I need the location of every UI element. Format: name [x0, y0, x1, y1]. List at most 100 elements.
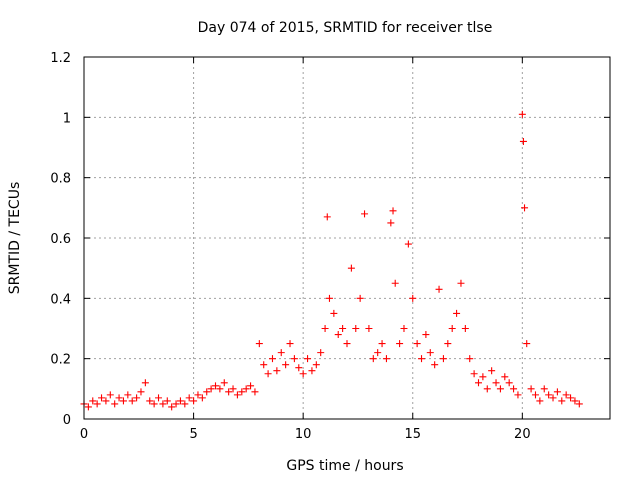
data-point — [321, 325, 329, 332]
data-point — [124, 391, 132, 399]
data-point — [128, 397, 136, 405]
data-point — [466, 355, 474, 363]
data-point — [323, 213, 331, 221]
axis-ticks — [83, 56, 610, 420]
data-point — [519, 137, 527, 145]
data-point — [176, 397, 184, 405]
data-point — [220, 379, 228, 387]
data-point — [571, 397, 579, 405]
data-point — [488, 367, 496, 375]
data-point — [514, 391, 522, 399]
data-point — [549, 394, 557, 402]
data-point — [422, 331, 430, 339]
data-point — [229, 385, 237, 393]
data-point — [181, 400, 189, 408]
data-point — [553, 388, 561, 396]
x-tick-labels: 0 5 10 15 20 — [80, 427, 531, 442]
data-point — [435, 285, 443, 293]
data-point — [361, 210, 369, 218]
data-marks — [80, 110, 583, 411]
data-point — [531, 391, 539, 399]
data-point — [89, 397, 97, 405]
x-tick-label: 0 — [80, 427, 88, 442]
data-point — [396, 340, 404, 348]
data-point — [540, 385, 548, 393]
y-tick-label: 1 — [63, 111, 71, 126]
data-point — [286, 340, 294, 348]
data-point — [325, 294, 333, 302]
y-tick-label: 1.2 — [50, 51, 71, 66]
data-point — [505, 379, 513, 387]
data-point — [119, 397, 127, 405]
data-point — [159, 400, 167, 408]
data-point — [247, 382, 255, 390]
data-point — [225, 388, 233, 396]
x-tick-label: 15 — [404, 427, 421, 442]
data-point — [238, 388, 246, 396]
data-point — [391, 279, 399, 287]
data-point — [268, 355, 276, 363]
data-point — [387, 219, 395, 227]
data-point — [374, 349, 382, 357]
data-point — [457, 279, 465, 287]
data-point — [150, 400, 158, 408]
data-point — [400, 325, 408, 332]
grid-lines — [84, 57, 610, 419]
data-point — [444, 340, 452, 348]
data-point — [475, 379, 482, 387]
data-point — [216, 385, 224, 393]
data-point — [155, 394, 163, 402]
data-point — [198, 394, 206, 402]
data-point — [290, 355, 298, 363]
data-point — [369, 355, 377, 363]
data-point — [260, 361, 268, 369]
data-point — [233, 391, 241, 399]
data-point — [536, 397, 544, 405]
data-point — [382, 355, 390, 363]
data-point — [492, 379, 500, 387]
data-point — [343, 340, 351, 348]
data-point — [84, 403, 92, 411]
data-point — [418, 355, 426, 363]
data-point — [439, 355, 447, 363]
data-point — [312, 361, 320, 369]
data-point — [378, 340, 386, 348]
data-point — [521, 204, 529, 212]
data-point — [194, 391, 202, 399]
data-point — [365, 325, 373, 332]
data-point — [356, 294, 364, 302]
data-point — [575, 400, 583, 408]
y-tick-label: 0.8 — [50, 172, 71, 187]
data-point — [98, 394, 106, 402]
data-point — [295, 364, 303, 372]
data-point — [545, 391, 553, 399]
data-point — [562, 391, 570, 399]
data-point — [304, 355, 312, 363]
y-axis-label: SRMTID / TECUs — [7, 182, 23, 295]
y-tick-labels: 0 0.2 0.4 0.6 0.8 1 1.2 — [50, 51, 71, 428]
data-point — [510, 385, 518, 393]
data-point — [106, 391, 114, 399]
data-point — [470, 370, 478, 378]
data-point — [115, 394, 123, 402]
data-point — [347, 264, 355, 272]
data-point — [146, 397, 154, 405]
chart-title: Day 074 of 2015, SRMTID for receiver tls… — [198, 20, 493, 36]
data-point — [558, 397, 566, 405]
data-point — [185, 394, 193, 402]
data-point — [172, 400, 180, 408]
data-point — [461, 325, 469, 332]
data-point — [299, 370, 307, 378]
data-point — [334, 331, 342, 339]
data-point — [483, 385, 491, 393]
data-point — [190, 397, 198, 405]
data-point — [133, 394, 141, 402]
data-point — [251, 388, 259, 396]
data-point — [448, 325, 456, 332]
data-point — [501, 373, 509, 381]
y-tick-label: 0 — [63, 413, 71, 428]
data-point — [426, 349, 434, 357]
data-point — [339, 325, 347, 332]
data-point — [479, 373, 487, 381]
